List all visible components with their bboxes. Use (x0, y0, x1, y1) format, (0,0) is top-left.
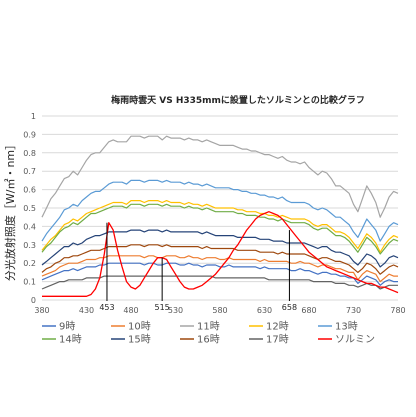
y-tick-labels: 0 0.1 0.2 0.3 0.4 0.5 0.6 0.7 0.8 0.9 1 (23, 112, 36, 305)
x-tick-label: 380 (34, 306, 49, 315)
grid-layer (42, 115, 398, 301)
legend-label: 10時 (128, 321, 151, 333)
series-line (41, 255, 398, 283)
legend-label: 12時 (266, 321, 289, 333)
y-tick-label: 0.8 (23, 149, 36, 158)
legend-label: 9時 (59, 321, 75, 333)
series-line (41, 262, 398, 286)
legend-label: 11時 (197, 321, 220, 333)
y-tick-label: 0.6 (23, 186, 36, 195)
series-line (41, 203, 399, 255)
x-tick-label: 530 (168, 306, 183, 315)
series-layer (41, 135, 399, 297)
legend-label: 13時 (335, 321, 358, 333)
legend-label: 16時 (197, 334, 220, 346)
x-tick-labels: 380 430 480 530 580 630 680 730 780 (34, 306, 405, 315)
x-tick-label: 430 (79, 306, 94, 315)
x-tick-label: 730 (346, 306, 361, 315)
legend-label: 15時 (128, 334, 151, 346)
legend: 9時 10時 11時 12時 13時 14時 15時 16時 17時 ソルミン (42, 321, 375, 346)
y-axis-label: 分光放射照度［W/㎡・nm］ (3, 139, 17, 281)
chart-title: 梅雨時雲天 VS H335mmに設置したソルミンとの比較グラフ (111, 94, 365, 106)
x-tick-label: 780 (390, 306, 405, 315)
y-tick-label: 0.5 (23, 204, 36, 213)
series-line (41, 135, 399, 218)
y-tick-label: 0.9 (23, 130, 36, 139)
y-tick-label: 0 (31, 296, 36, 305)
annotation-label: 453 (99, 303, 114, 312)
legend-label: ソルミン (335, 335, 375, 346)
series-line (41, 200, 399, 253)
y-tick-label: 0.2 (23, 259, 36, 268)
y-tick-label: 0.4 (23, 222, 36, 231)
series-line (41, 275, 398, 290)
y-tick-label: 0.7 (23, 167, 36, 176)
x-tick-label: 630 (257, 306, 272, 315)
x-tick-label: 680 (301, 306, 316, 315)
series-line (41, 244, 399, 275)
y-tick-label: 0.1 (23, 278, 36, 287)
annotation-layer: 453 515 658 (99, 222, 297, 312)
y-tick-label: 0.3 (23, 241, 36, 250)
annotation-label: 658 (282, 303, 297, 312)
legend-label: 14時 (59, 334, 82, 346)
annotation-label: 515 (155, 303, 170, 312)
series-line (41, 229, 399, 268)
legend-label: 17時 (266, 334, 289, 346)
x-tick-label: 480 (123, 306, 138, 315)
series-line (42, 211, 399, 297)
y-tick-label: 1 (31, 112, 36, 121)
series-line (41, 179, 399, 242)
x-tick-label: 580 (212, 306, 227, 315)
